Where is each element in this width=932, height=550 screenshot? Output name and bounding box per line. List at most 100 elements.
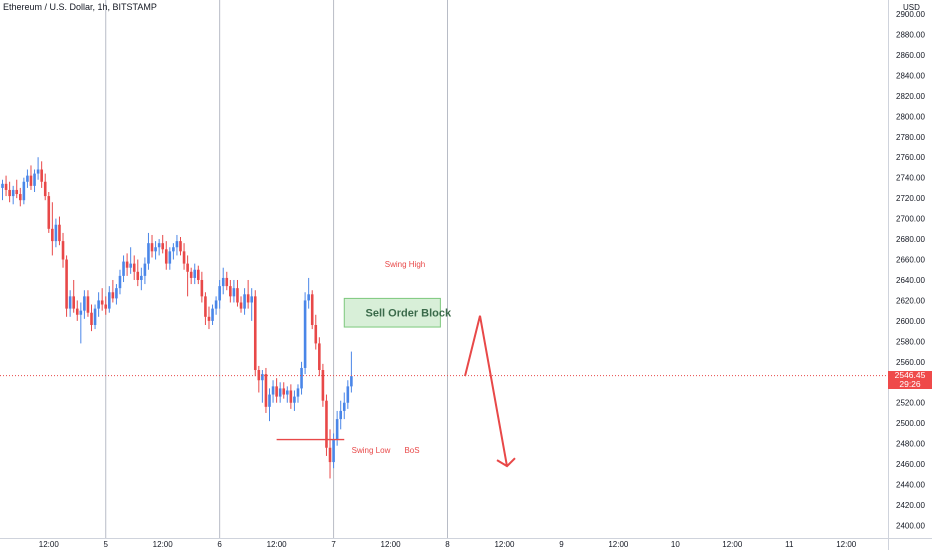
candle [318, 337, 321, 377]
candle [111, 279, 115, 303]
price-tick-label: 2780.00 [896, 133, 925, 142]
candle [321, 363, 325, 407]
price-tick-label: 2420.00 [896, 501, 925, 510]
candle [147, 232, 150, 270]
candle-body [303, 300, 307, 368]
candle-body [100, 300, 104, 305]
price-axis: USD 2400.00 2420.00 2440.00 2460.00 2480.00 25… [896, 3, 925, 531]
price-tick-label: 2600.00 [896, 317, 925, 326]
time-tick-label: 12:00 [722, 540, 743, 549]
candle-body [4, 183, 8, 190]
candle-body [150, 243, 154, 252]
candle-body [90, 312, 93, 325]
candle-body [86, 296, 90, 313]
candle-body [72, 296, 75, 309]
candle-body [36, 169, 40, 174]
candle-body [243, 294, 246, 309]
candle-body [15, 189, 19, 195]
price-tick-label: 2620.00 [896, 296, 925, 305]
candle [271, 380, 275, 403]
candle-body [271, 386, 275, 395]
candle [197, 265, 200, 285]
price-tick-label: 2480.00 [896, 440, 925, 449]
candle [118, 269, 122, 295]
candle [15, 179, 19, 199]
price-tick-label: 2680.00 [896, 235, 925, 244]
candle-body [47, 196, 51, 229]
candle [200, 271, 204, 303]
candle-body [26, 175, 29, 182]
candle [296, 384, 300, 403]
day-separators [105, 0, 448, 538]
candle [278, 382, 282, 403]
candle [346, 380, 350, 409]
candle [293, 390, 296, 411]
candle [75, 300, 79, 321]
candle-body [147, 243, 150, 264]
time-tick-label: 10 [671, 540, 680, 549]
candle [115, 284, 118, 305]
candle [83, 290, 86, 319]
candle [218, 279, 221, 309]
candle-body [207, 316, 211, 321]
candle-body [125, 261, 129, 268]
candle-body [204, 296, 207, 317]
candle [300, 361, 303, 395]
candle-body [175, 241, 179, 248]
candle-body [29, 175, 33, 186]
candle [172, 243, 175, 260]
candle [310, 290, 314, 330]
candle-body [68, 296, 72, 309]
projection-line [464, 315, 508, 467]
time-tick-label: 11 [785, 540, 794, 549]
candle-body [275, 386, 278, 397]
candle-body [225, 277, 229, 287]
candle [214, 296, 218, 315]
candle [143, 257, 147, 285]
candle [168, 247, 172, 270]
order-block-zone: Sell Order Block [343, 297, 452, 328]
candle [19, 187, 22, 207]
candle-body [136, 271, 140, 280]
candle-body [58, 224, 61, 242]
candle-body [268, 394, 271, 407]
candle [79, 302, 83, 344]
candle-body [61, 241, 65, 260]
symbol-title: Ethereum / U.S. Dollar, 1h, BITSTAMP [3, 2, 157, 12]
candle [40, 161, 43, 188]
candle-body [214, 300, 218, 309]
projection-arrowhead [496, 457, 516, 468]
price-tick-label: 2440.00 [896, 481, 925, 490]
candle [93, 304, 97, 330]
price-tick-label: 2400.00 [896, 522, 925, 531]
candle-body [314, 324, 318, 344]
price-tick-label: 2660.00 [896, 256, 925, 265]
candle [61, 232, 65, 268]
candle [189, 267, 193, 285]
candle-body [232, 288, 236, 297]
candle [314, 314, 318, 350]
candle [43, 173, 47, 201]
candle-body [278, 388, 282, 397]
candle [250, 288, 253, 321]
price-tick-label: 2720.00 [896, 194, 925, 203]
candle [243, 288, 246, 315]
candle-body [250, 296, 253, 303]
candle-body [318, 343, 321, 371]
candle [286, 386, 289, 403]
candle-body [239, 302, 243, 309]
time-tick-label: 9 [559, 540, 564, 549]
price-tick-label: 2740.00 [896, 174, 925, 183]
candle [225, 271, 229, 291]
candle [342, 392, 346, 420]
projection-path [464, 315, 516, 468]
candle [246, 279, 250, 309]
candle-body [339, 410, 342, 420]
candle-body [325, 400, 328, 448]
candle-body [19, 194, 22, 201]
candle [204, 292, 207, 325]
candle [8, 181, 11, 203]
candle-body [236, 288, 239, 303]
